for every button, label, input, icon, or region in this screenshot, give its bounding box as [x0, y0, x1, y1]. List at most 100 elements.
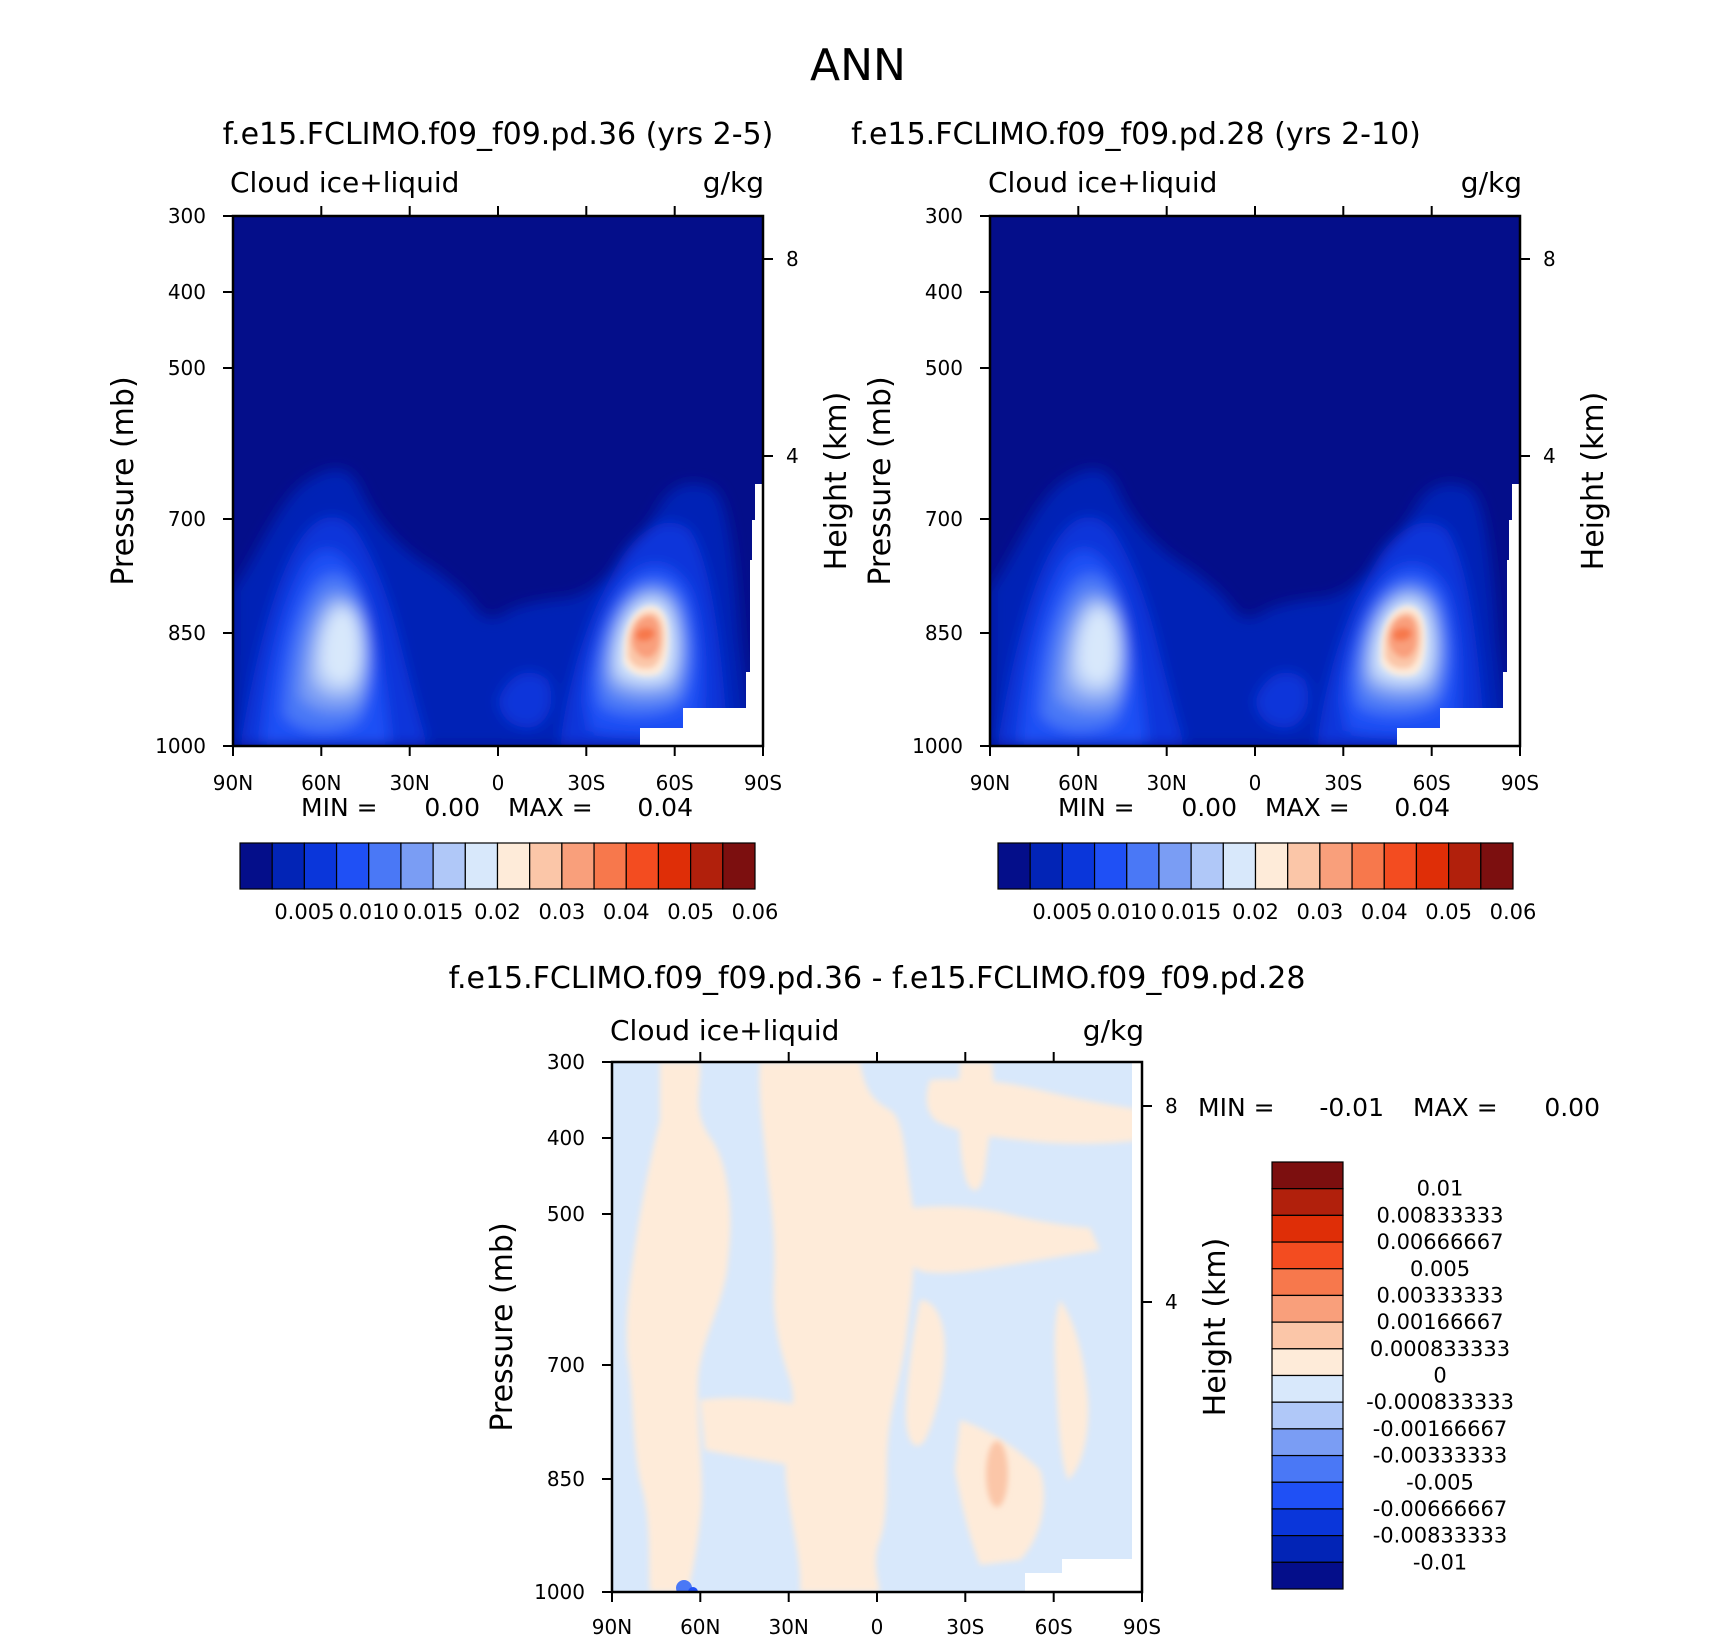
panel-1-units: g/kg	[703, 166, 764, 199]
panel-1-max-label: MAX =	[508, 793, 593, 822]
colorbar-label: 0.015	[403, 900, 463, 924]
colorbar-label: 0.06	[1490, 900, 1537, 924]
xtick-label: 60N	[301, 771, 341, 795]
panel-2-yticks: 300 400 500 700 850 1000 8 4	[912, 204, 1556, 758]
colorbar-swatch	[464, 842, 499, 890]
xtick-label: 0	[1249, 771, 1262, 795]
colorbar-swatch	[1158, 842, 1192, 890]
panel-3: f.e15.FCLIMO.f09_f09.pd.36 - f.e15.FCLIM…	[449, 961, 1600, 1636]
ytick-label: 1000	[155, 734, 206, 758]
xtick-label: 30N	[389, 771, 429, 795]
panel-3-ylabel: Pressure (mb)	[485, 1222, 520, 1431]
panel-2-min-value: 0.00	[1181, 793, 1237, 822]
colorbar-label: 0.06	[732, 900, 779, 924]
ytick-label: 1000	[912, 734, 963, 758]
colorbar-label: -0.005	[1406, 1470, 1474, 1494]
panel-3-min-label: MIN =	[1198, 1093, 1275, 1122]
colorbar-swatch	[1271, 1241, 1344, 1270]
panel-1-yticks: 300 400 500 700 850 1000 8 4	[155, 204, 799, 758]
colorbar-swatch	[722, 842, 756, 890]
colorbar-swatch	[1271, 1294, 1344, 1323]
colorbar-swatch	[1271, 1321, 1344, 1350]
colorbar-swatch	[368, 842, 402, 890]
ytick-right-label: 8	[1543, 247, 1556, 271]
xtick-label: 90S	[1501, 771, 1539, 795]
xtick-label: 90S	[744, 771, 782, 795]
xtick-label: 90S	[1123, 1615, 1161, 1636]
colorbar-swatch	[1271, 1508, 1344, 1537]
colorbar-label: 0.02	[474, 900, 521, 924]
panel-3-max-label: MAX =	[1413, 1093, 1498, 1122]
panel-1-variable: Cloud ice+liquid	[230, 166, 459, 199]
panel-1-ylabel-right: Height (km)	[819, 392, 854, 571]
colorbar-swatch	[271, 842, 305, 890]
xtick-label: 30S	[946, 1615, 984, 1636]
ytick-label: 400	[925, 280, 963, 304]
colorbar-label: 0.015	[1161, 900, 1221, 924]
colorbar-swatch	[239, 842, 273, 890]
xtick-label: 60S	[1035, 1615, 1073, 1636]
panel-2-colorbar: 0.005 0.010 0.015 0.02 0.03 0.04 0.05 0.06	[997, 842, 1537, 924]
colorbar-label: 0.005	[1410, 1257, 1470, 1281]
xtick-label: 30S	[567, 771, 605, 795]
colorbar-swatch	[1415, 842, 1450, 890]
colorbar-swatch	[1271, 1268, 1344, 1297]
panel-3-title: f.e15.FCLIMO.f09_f09.pd.36 - f.e15.FCLIM…	[449, 961, 1306, 996]
colorbar-swatch	[529, 842, 563, 890]
colorbar-swatch	[1271, 1454, 1344, 1483]
ytick-label: 400	[547, 1126, 585, 1150]
colorbar-label: 0.00666667	[1377, 1230, 1504, 1254]
panel-3-yticks: 300 400 500 700 850 1000 8 4	[534, 1050, 1178, 1604]
colorbar-swatch	[1093, 842, 1128, 890]
colorbar-swatch	[1287, 842, 1321, 890]
panel-3-ylabel-right: Height (km)	[1198, 1238, 1233, 1417]
panel-1-plot-area	[233, 216, 763, 746]
colorbar-swatch	[1271, 1535, 1344, 1563]
colorbar-swatch	[496, 842, 531, 890]
ytick-right-label: 8	[786, 247, 799, 271]
ytick-label: 850	[168, 621, 206, 645]
ytick-label: 300	[925, 204, 963, 228]
colorbar-swatch	[1271, 1214, 1344, 1243]
panel-2-units: g/kg	[1461, 166, 1522, 199]
xtick-label: 60N	[1058, 771, 1098, 795]
colorbar-label: 0.010	[339, 900, 399, 924]
xtick-label: 0	[492, 771, 505, 795]
colorbar-label: 0.05	[1425, 900, 1472, 924]
panel-3-units: g/kg	[1083, 1014, 1144, 1047]
colorbar-swatch	[1222, 842, 1257, 890]
colorbar-swatch	[997, 842, 1031, 890]
colorbar-label: 0.00333333	[1377, 1283, 1504, 1307]
xtick-label: 0	[871, 1615, 884, 1636]
colorbar-label: -0.00333333	[1373, 1444, 1508, 1468]
colorbar-label: 0.005	[274, 900, 334, 924]
colorbar-label: -0.01	[1413, 1550, 1467, 1574]
panel-3-axes	[602, 1052, 1152, 1602]
colorbar-label: -0.00166667	[1373, 1417, 1508, 1441]
colorbar-label: -0.00833333	[1373, 1524, 1508, 1548]
colorbar-swatch	[1271, 1374, 1344, 1403]
colorbar-swatch	[1271, 1348, 1344, 1377]
ytick-label: 500	[168, 356, 206, 380]
colorbar-swatch	[593, 842, 627, 890]
colorbar-swatch	[657, 842, 692, 890]
colorbar-swatch	[1029, 842, 1063, 890]
panel-3-min-value: -0.01	[1319, 1093, 1384, 1122]
colorbar-label: 0.03	[1296, 900, 1343, 924]
xtick-label: 90N	[970, 771, 1010, 795]
panel-2: f.e15.FCLIMO.f09_f09.pd.28 (yrs 2-10) Cl…	[851, 117, 1611, 924]
colorbar-label: 0.010	[1097, 900, 1157, 924]
colorbar-swatch	[335, 842, 370, 890]
xtick-label: 90N	[213, 771, 253, 795]
colorbar-swatch	[400, 842, 434, 890]
ytick-label: 1000	[534, 1580, 585, 1604]
colorbar-swatch	[1271, 1401, 1344, 1430]
colorbar-label: 0.01	[1417, 1177, 1464, 1201]
colorbar-swatch	[561, 842, 595, 890]
colorbar-label: -0.00666667	[1373, 1497, 1508, 1521]
ytick-right-label: 4	[1165, 1290, 1178, 1314]
colorbar-swatch	[1351, 842, 1385, 890]
colorbar-label: 0.000833333	[1370, 1337, 1510, 1361]
colorbar-label: -0.000833333	[1366, 1390, 1514, 1414]
